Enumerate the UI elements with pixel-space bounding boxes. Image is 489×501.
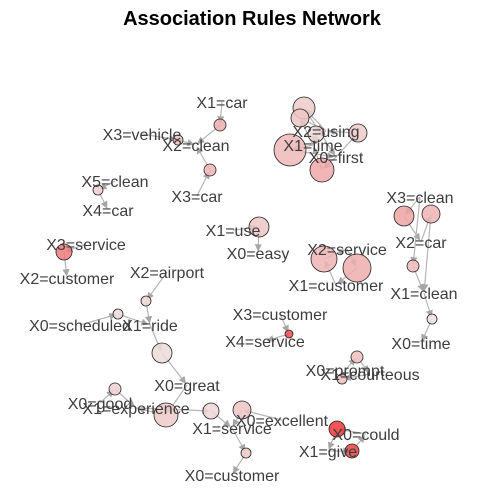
rule-node xyxy=(241,448,251,458)
item-label: X1=give xyxy=(299,444,357,461)
item-label: X4=service xyxy=(225,334,305,351)
item-label: X2=customer xyxy=(20,271,115,288)
rule-node xyxy=(407,260,419,272)
item-label: X2=clean xyxy=(162,138,229,155)
rule-node xyxy=(109,383,121,395)
rule-node xyxy=(422,205,440,223)
rule-node xyxy=(427,314,437,324)
rule-node xyxy=(141,296,151,306)
item-label: X2=service xyxy=(307,242,387,259)
label-layer: X1=carX3=vehicleX2=cleanX3=carX5=cleanX4… xyxy=(20,95,458,485)
rule-node xyxy=(152,343,172,363)
item-label: X0=could xyxy=(332,427,399,444)
chart-title: Association Rules Network xyxy=(123,8,382,30)
rule-node xyxy=(204,164,216,176)
item-label: X3=clean xyxy=(386,190,453,207)
item-label: X1=customer xyxy=(289,278,384,295)
rule-node xyxy=(203,403,219,419)
item-label: X3=car xyxy=(171,189,223,206)
item-label: X3=customer xyxy=(233,307,328,324)
item-label: X1=clean xyxy=(390,286,457,303)
item-label: X1=ride xyxy=(122,318,178,335)
edge-rhs xyxy=(424,214,431,290)
item-label: X3=service xyxy=(46,237,126,254)
item-label: X0=scheduled xyxy=(29,318,131,335)
item-label: X0=time xyxy=(391,336,450,353)
item-label: X1=courteous xyxy=(320,367,419,384)
item-label: X2=airport xyxy=(130,265,205,282)
item-label: X1=car xyxy=(196,95,248,112)
item-label: X2=car xyxy=(395,235,447,252)
item-label: X0=excellent xyxy=(236,413,329,430)
rule-node xyxy=(394,206,414,226)
item-label: X0=great xyxy=(154,378,220,395)
item-label: X0=first xyxy=(309,150,364,167)
item-label: X0=easy xyxy=(227,246,290,263)
item-label: X5=clean xyxy=(81,174,148,191)
item-label: X1=experience xyxy=(82,401,189,418)
item-label: X4=car xyxy=(82,203,134,220)
item-label: X1=use xyxy=(206,223,261,240)
rule-node xyxy=(214,119,226,131)
item-label: X0=customer xyxy=(185,468,280,485)
rule-node xyxy=(351,351,363,363)
